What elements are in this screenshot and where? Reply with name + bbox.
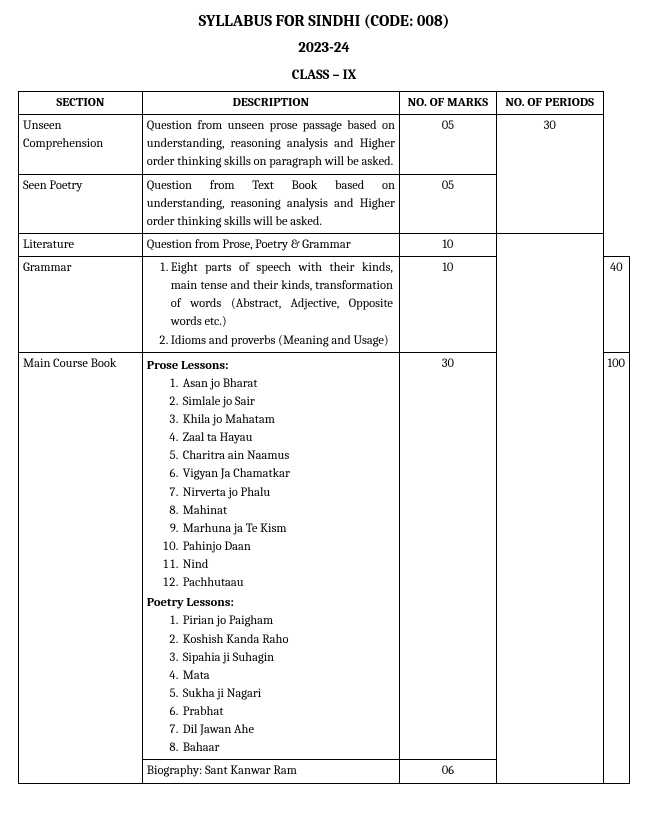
poetry-7: Dil Jawan Ahe: [181, 721, 395, 739]
poetry-6: Prabhat: [181, 703, 395, 721]
seen-section: Seen Poetry: [19, 174, 143, 233]
prose-9: Marhuna ja Te Kism: [181, 520, 395, 538]
grammar-item-1: Eight parts of speech with their kinds, …: [171, 259, 395, 332]
unseen-marks: 05: [399, 115, 496, 174]
prose-10: Pahinjo Daan: [181, 538, 395, 556]
lit-periods: [496, 233, 603, 783]
prose-8: Mahinat: [181, 502, 395, 520]
poetry-heading: Poetry Lessons:: [147, 594, 395, 612]
syllabus-title: SYLLABUS FOR SINDHI (CODE: 008): [18, 12, 630, 30]
seen-description: Question from Text Book based on underst…: [142, 174, 399, 233]
syllabus-class: CLASS – IX: [18, 66, 630, 83]
main-section: Main Course Book: [19, 352, 143, 783]
prose-2: Simlale jo Sair: [181, 393, 395, 411]
poetry-2: Koshish Kanda Raho: [181, 631, 395, 649]
grammar-section: Grammar: [19, 257, 143, 353]
prose-11: Nind: [181, 556, 395, 574]
grammar-item-2: Idioms and proverbs (Meaning and Usage): [171, 332, 395, 350]
prose-6: Vigyan Ja Chamatkar: [181, 465, 395, 483]
prose-heading: Prose Lessons:: [147, 357, 395, 375]
poetry-1: Pirian jo Paigham: [181, 612, 395, 630]
bio-description: Biography: Sant Kanwar Ram: [142, 760, 399, 783]
prose-12: Pachhutaau: [181, 574, 395, 592]
seen-marks: 05: [399, 174, 496, 233]
prose-1: Asan jo Bharat: [181, 375, 395, 393]
grammar-marks: 10: [399, 257, 496, 353]
row-literature: Literature Question from Prose, Poetry &…: [19, 233, 630, 256]
unseen-section: Unseen Comprehension: [19, 115, 143, 174]
header-section: SECTION: [19, 92, 143, 115]
prose-5: Charitra ain Naamus: [181, 447, 395, 465]
unseen-periods: 30: [496, 115, 603, 234]
header-periods: NO. OF PERIODS: [496, 92, 603, 115]
lit-section: Literature: [19, 233, 143, 256]
header-description: DESCRIPTION: [142, 92, 399, 115]
header-marks: NO. OF MARKS: [399, 92, 496, 115]
prose-7: Nirverta jo Phalu: [181, 484, 395, 502]
grammar-description: Eight parts of speech with their kinds, …: [142, 257, 399, 353]
poetry-4: Mata: [181, 667, 395, 685]
poetry-3: Sipahia ji Suhagin: [181, 649, 395, 667]
unseen-description: Question from unseen prose passage based…: [142, 115, 399, 174]
syllabus-table: SECTION DESCRIPTION NO. OF MARKS NO. OF …: [18, 91, 630, 784]
main-description: Prose Lessons: Asan jo Bharat Simlale jo…: [142, 352, 399, 760]
grammar-periods: 40: [603, 257, 629, 353]
lit-marks: 10: [399, 233, 496, 256]
row-unseen: Unseen Comprehension Question from unsee…: [19, 115, 630, 174]
bio-marks: 06: [399, 760, 496, 783]
syllabus-year: 2023-24: [18, 38, 630, 56]
header-row: SECTION DESCRIPTION NO. OF MARKS NO. OF …: [19, 92, 630, 115]
prose-3: Khila jo Mahatam: [181, 411, 395, 429]
main-periods: 100: [603, 352, 629, 783]
prose-4: Zaal ta Hayau: [181, 429, 395, 447]
lit-description: Question from Prose, Poetry & Grammar: [142, 233, 399, 256]
poetry-8: Bahaar: [181, 739, 395, 757]
poetry-5: Sukha ji Nagari: [181, 685, 395, 703]
main-marks: 30: [399, 352, 496, 760]
